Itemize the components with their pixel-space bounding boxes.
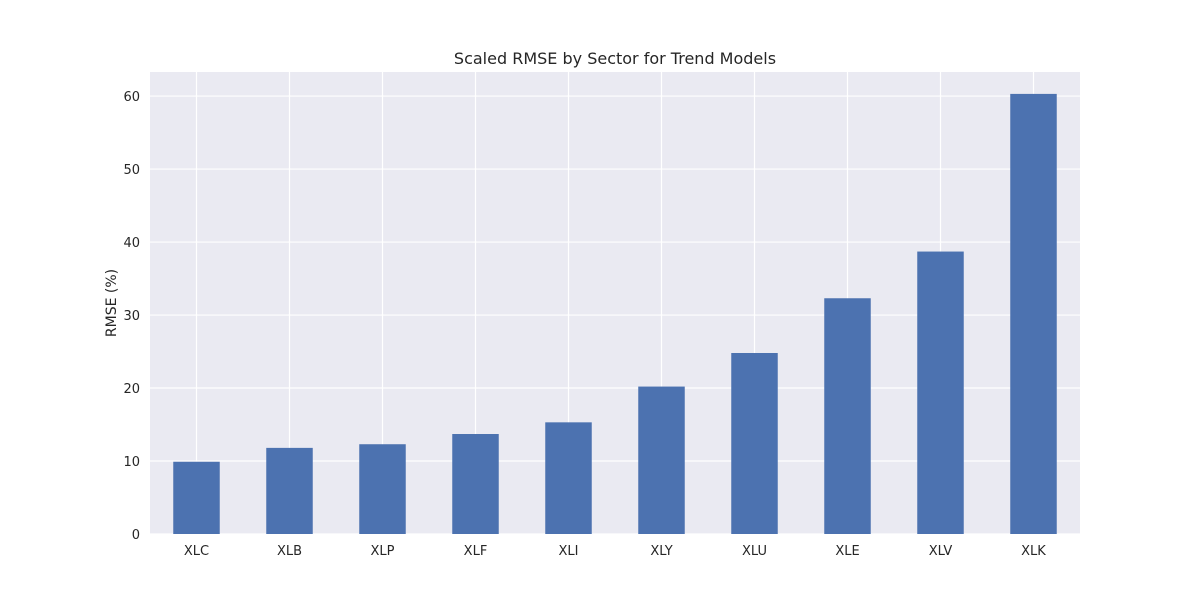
x-tick-label: XLP xyxy=(371,544,395,559)
bar-xlp xyxy=(359,444,406,534)
bar-xlu xyxy=(731,352,778,534)
x-tick-label: XLV xyxy=(929,544,953,559)
bars xyxy=(173,93,1057,534)
y-tick-label: 40 xyxy=(123,236,140,251)
bar-xlb xyxy=(266,447,313,534)
x-tick-labels: XLC XLB XLP XLF XLI XLY XLU XLE XLV XLK xyxy=(184,544,1046,559)
y-tick-label: 20 xyxy=(123,382,140,397)
chart-title: Scaled RMSE by Sector for Trend Models xyxy=(454,49,776,68)
y-tick-label: 60 xyxy=(123,90,140,105)
bar-xle xyxy=(824,298,871,534)
bar-xli xyxy=(545,422,592,534)
x-tick-label: XLB xyxy=(277,544,302,559)
bar-xlc xyxy=(173,461,220,534)
bar-xlf xyxy=(452,434,499,534)
y-tick-label: 0 xyxy=(132,528,140,543)
y-axis-label: RMSE (%) xyxy=(104,269,120,337)
y-tick-labels: 0 10 20 30 40 50 60 xyxy=(123,90,140,543)
y-tick-label: 30 xyxy=(123,309,140,324)
x-tick-label: XLC xyxy=(184,544,209,559)
x-tick-label: XLU xyxy=(742,544,767,559)
y-tick-label: 50 xyxy=(123,163,140,178)
bar-xlv xyxy=(917,251,964,534)
x-tick-label: XLF xyxy=(464,544,488,559)
y-tick-label: 10 xyxy=(123,455,140,470)
bar-xly xyxy=(638,386,685,534)
x-tick-label: XLK xyxy=(1021,544,1046,559)
bar-xlk xyxy=(1010,93,1057,534)
x-tick-label: XLY xyxy=(650,544,672,559)
x-tick-label: XLI xyxy=(559,544,579,559)
x-tick-label: XLE xyxy=(835,544,859,559)
